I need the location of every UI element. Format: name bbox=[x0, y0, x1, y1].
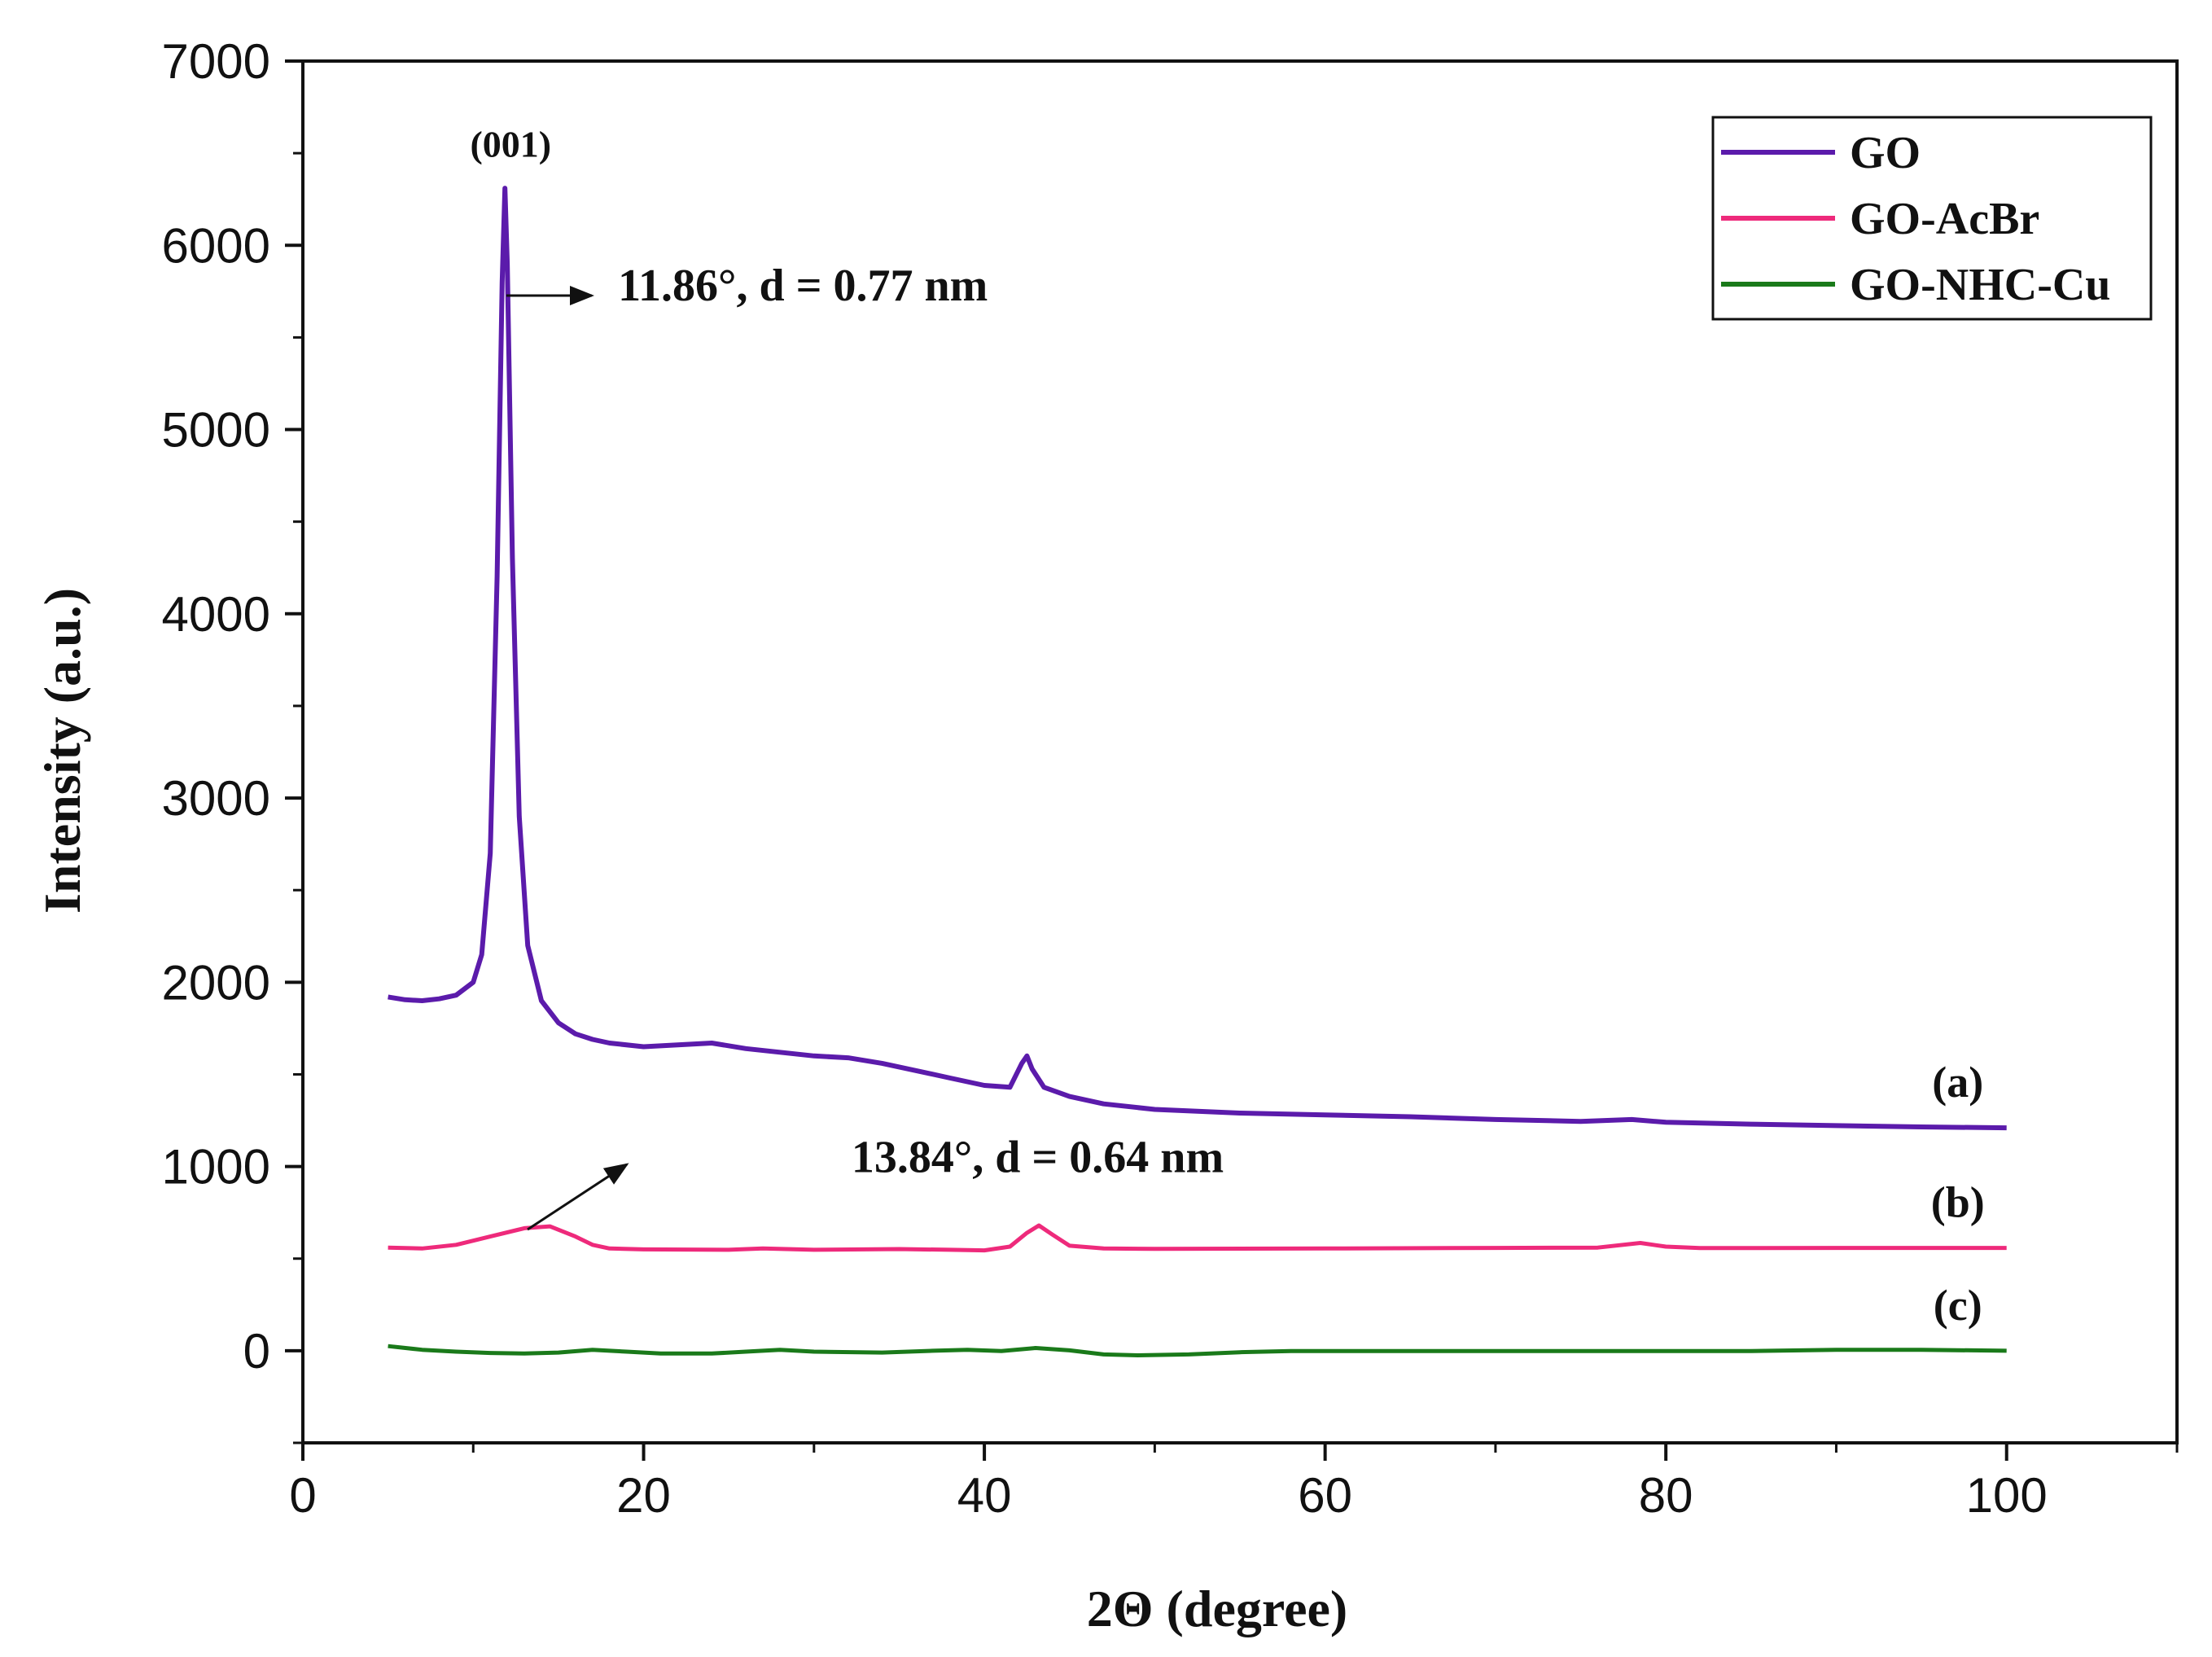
legend-label-go-nhc-cu: GO-NHC-Cu bbox=[1850, 260, 2110, 310]
series-line-go-nhc-cu bbox=[388, 1344, 2007, 1357]
series-label: (a) bbox=[1932, 1058, 1983, 1107]
plot-area-frame bbox=[301, 59, 2179, 1444]
x-tick-label: 80 bbox=[1639, 1468, 1693, 1523]
peak-annotation-go-acbr: 13.84°, d = 0.64 nm bbox=[852, 1132, 1224, 1182]
x-axis-ticks: 0 20 40 60 80 100 bbox=[289, 1443, 2179, 1523]
y-axis-ticks: 0 1000 2000 3000 4000 5000 6000 7000 bbox=[162, 34, 303, 1444]
series-layer bbox=[388, 186, 2007, 1357]
x-tick-label: 0 bbox=[289, 1468, 316, 1523]
peak-miller-index-label: (001) bbox=[470, 124, 551, 165]
x-axis-title: 2Θ (degree) bbox=[1087, 1580, 1347, 1637]
series-labels: (a) (b) (c) bbox=[1931, 1058, 1985, 1330]
y-tick-label: 3000 bbox=[162, 771, 270, 826]
legend-label-go: GO bbox=[1850, 128, 1921, 178]
y-tick-label: 0 bbox=[243, 1324, 270, 1379]
x-tick-label: 60 bbox=[1298, 1468, 1352, 1523]
series-line-go-acbr bbox=[388, 1223, 2007, 1253]
peak-annotation-go: 11.86°, d = 0.77 nm bbox=[618, 261, 988, 311]
series-line-go bbox=[388, 186, 2007, 1131]
legend: GO GO-AcBr GO-NHC-Cu bbox=[1711, 116, 2153, 321]
x-tick-label: 40 bbox=[957, 1468, 1012, 1523]
peak-arrow-go-acbr bbox=[527, 1163, 629, 1231]
x-tick-label: 20 bbox=[616, 1468, 671, 1523]
y-tick-label: 4000 bbox=[162, 587, 270, 642]
x-tick-label: 100 bbox=[1966, 1468, 2048, 1523]
y-tick-label: 2000 bbox=[162, 955, 270, 1010]
y-tick-label: 6000 bbox=[162, 218, 270, 273]
y-axis-title: Intensity (a.u.) bbox=[33, 588, 91, 914]
legend-label-go-acbr: GO-AcBr bbox=[1850, 194, 2039, 244]
series-label: (b) bbox=[1931, 1178, 1985, 1227]
series-label: (c) bbox=[1934, 1281, 1982, 1330]
y-tick-label: 1000 bbox=[162, 1140, 270, 1195]
y-tick-label: 5000 bbox=[162, 403, 270, 458]
y-tick-label: 7000 bbox=[162, 34, 270, 89]
